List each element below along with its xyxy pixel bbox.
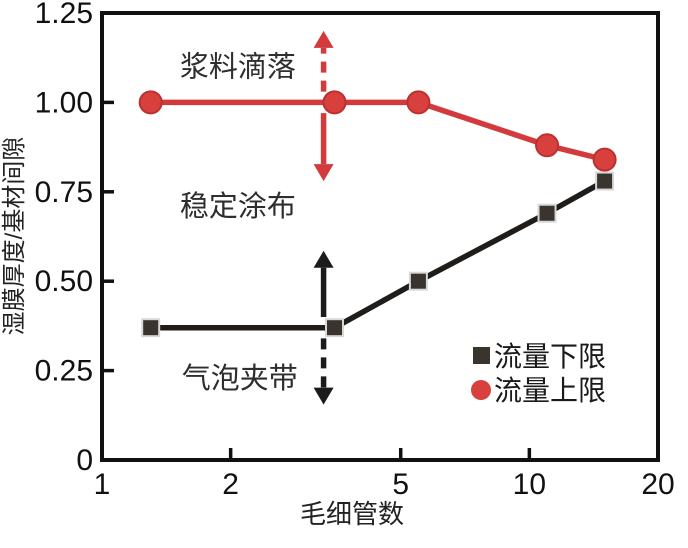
legend-label-upper-limit: 流量上限 [494,375,606,406]
data-point-circle [535,133,560,158]
region-annotation-2: 气泡夹带 [182,362,298,395]
y-tick-label: 0 [76,444,93,477]
y-axis-title: 湿膜厚度/基材间隙 [1,137,28,336]
x-axis-title: 毛细管数 [300,499,404,529]
x-tick-label: 2 [222,468,239,501]
x-tick-label: 10 [513,468,546,501]
data-point-square [537,203,557,223]
data-point-circle [406,90,431,115]
data-point-circle [592,147,617,172]
legend-label-lower-limit: 流量下限 [494,341,606,372]
y-tick-label: 0.75 [35,176,93,209]
data-point-circle [322,90,347,115]
data-point-square [141,318,161,338]
arrow-head-down [313,164,334,182]
x-tick-label: 1 [94,468,111,501]
plot-frame [100,11,660,462]
region-annotation-0: 浆料滴落 [180,51,296,84]
y-tick-label: 1.00 [35,86,93,119]
y-tick-label: 1.25 [35,0,93,30]
y-tick-label: 0.50 [35,265,93,298]
x-tick-label: 20 [641,468,674,501]
region-annotation-1: 稳定涂布 [180,190,296,223]
data-point-circle [138,90,163,115]
x-tick-label: 5 [392,468,409,501]
legend: 流量下限 流量上限 [471,341,606,406]
legend-square-marker [473,347,490,364]
arrow-head-up [313,30,334,48]
y-tick-label: 0.25 [35,355,93,388]
arrow-head-up [313,250,334,268]
data-point-square [325,318,345,338]
data-point-square [595,171,615,191]
arrow-head-down [313,387,334,405]
legend-circle-marker [471,380,491,400]
data-point-square [408,271,428,291]
